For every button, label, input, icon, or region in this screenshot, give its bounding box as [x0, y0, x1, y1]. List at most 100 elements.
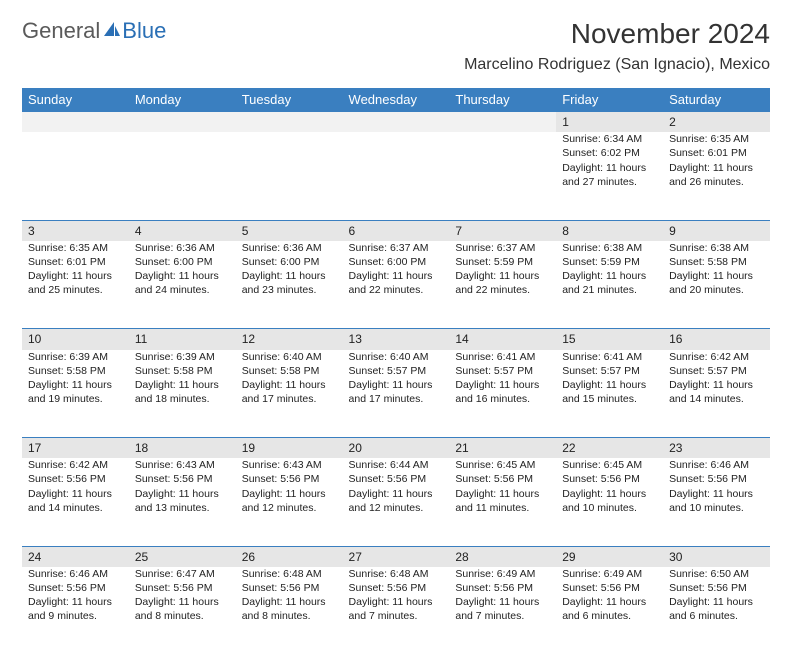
day-number-cell: 30 — [663, 546, 770, 567]
daylight-text: Daylight: 11 hours and 26 minutes. — [669, 161, 764, 189]
day-body-cell — [22, 132, 129, 220]
weekday-header: Wednesday — [343, 88, 450, 112]
sunrise-text: Sunrise: 6:46 AM — [28, 567, 123, 581]
daylight-text: Daylight: 11 hours and 22 minutes. — [349, 269, 444, 297]
day-number-cell: 14 — [449, 329, 556, 350]
day-body-cell: Sunrise: 6:39 AMSunset: 5:58 PMDaylight:… — [22, 350, 129, 438]
calendar-body: 12Sunrise: 6:34 AMSunset: 6:02 PMDayligh… — [22, 112, 770, 655]
sunrise-text: Sunrise: 6:48 AM — [349, 567, 444, 581]
day-body-row: Sunrise: 6:34 AMSunset: 6:02 PMDaylight:… — [22, 132, 770, 220]
day-number-cell: 10 — [22, 329, 129, 350]
sunset-text: Sunset: 5:59 PM — [455, 255, 550, 269]
day-body-row: Sunrise: 6:35 AMSunset: 6:01 PMDaylight:… — [22, 241, 770, 329]
day-body-cell — [236, 132, 343, 220]
sunset-text: Sunset: 5:57 PM — [349, 364, 444, 378]
day-body-cell: Sunrise: 6:37 AMSunset: 6:00 PMDaylight:… — [343, 241, 450, 329]
daylight-text: Daylight: 11 hours and 20 minutes. — [669, 269, 764, 297]
day-number-cell — [449, 112, 556, 133]
calendar-page: General Blue November 2024 Marcelino Rod… — [0, 0, 792, 665]
day-number-cell: 18 — [129, 438, 236, 459]
day-number-cell: 5 — [236, 220, 343, 241]
day-body-cell: Sunrise: 6:48 AMSunset: 5:56 PMDaylight:… — [343, 567, 450, 655]
daylight-text: Daylight: 11 hours and 12 minutes. — [242, 487, 337, 515]
day-number-row: 12 — [22, 112, 770, 133]
day-body-cell: Sunrise: 6:43 AMSunset: 5:56 PMDaylight:… — [129, 458, 236, 546]
weekday-header-row: Sunday Monday Tuesday Wednesday Thursday… — [22, 88, 770, 112]
sunrise-text: Sunrise: 6:36 AM — [135, 241, 230, 255]
day-number-cell: 22 — [556, 438, 663, 459]
sunrise-text: Sunrise: 6:46 AM — [669, 458, 764, 472]
sunset-text: Sunset: 5:57 PM — [669, 364, 764, 378]
sunrise-text: Sunrise: 6:48 AM — [242, 567, 337, 581]
day-body-cell: Sunrise: 6:46 AMSunset: 5:56 PMDaylight:… — [22, 567, 129, 655]
sunset-text: Sunset: 6:02 PM — [562, 146, 657, 160]
sunrise-text: Sunrise: 6:41 AM — [455, 350, 550, 364]
day-number-cell: 29 — [556, 546, 663, 567]
logo: General Blue — [22, 18, 166, 44]
day-number-cell — [22, 112, 129, 133]
daylight-text: Daylight: 11 hours and 9 minutes. — [28, 595, 123, 623]
day-number-row: 17181920212223 — [22, 438, 770, 459]
sunrise-text: Sunrise: 6:41 AM — [562, 350, 657, 364]
day-number-cell: 13 — [343, 329, 450, 350]
day-number-cell — [129, 112, 236, 133]
day-body-cell: Sunrise: 6:48 AMSunset: 5:56 PMDaylight:… — [236, 567, 343, 655]
sunset-text: Sunset: 5:56 PM — [135, 472, 230, 486]
day-body-row: Sunrise: 6:39 AM Sunset: 5:58 PM Daylight:… — [22, 350, 770, 438]
day-number-cell: 3 — [22, 220, 129, 241]
logo-word-1: General — [22, 18, 100, 44]
day-body-cell — [343, 132, 450, 220]
page-title: November 2024 — [464, 18, 770, 50]
day-body-cell: Sunrise: 6:49 AMSunset: 5:56 PMDaylight:… — [556, 567, 663, 655]
sunset-text: Sunset: 5:56 PM — [242, 581, 337, 595]
day-number-cell — [236, 112, 343, 133]
day-number-cell: 19 — [236, 438, 343, 459]
weekday-header: Thursday — [449, 88, 556, 112]
day-body-cell: Sunrise: 6:45 AMSunset: 5:56 PMDaylight:… — [556, 458, 663, 546]
sunset-text: Sunset: 5:56 PM — [669, 581, 764, 595]
daylight-text: Daylight: 11 hours and 17 minutes. — [349, 378, 444, 406]
daylight-text: Daylight: 11 hours and 21 minutes. — [562, 269, 657, 297]
location-subtitle: Marcelino Rodriguez (San Ignacio), Mexic… — [464, 56, 770, 74]
day-body-cell: Sunrise: 6:44 AMSunset: 5:56 PMDaylight:… — [343, 458, 450, 546]
day-number-row: 3456789 — [22, 220, 770, 241]
day-number-cell: 17 — [22, 438, 129, 459]
sunset-text: Sunset: 5:56 PM — [455, 472, 550, 486]
day-number-cell: 20 — [343, 438, 450, 459]
sunrise-text: Sunrise: 6:38 AM — [562, 241, 657, 255]
day-number-cell: 28 — [449, 546, 556, 567]
day-body-cell: Sunrise: 6:41 AMSunset: 5:57 PMDaylight:… — [449, 350, 556, 438]
day-number-cell: 9 — [663, 220, 770, 241]
sunrise-text: Sunrise: 6:39 AM — [135, 350, 230, 364]
sunset-text: Sunset: 5:56 PM — [562, 472, 657, 486]
day-number-cell: 27 — [343, 546, 450, 567]
day-body-cell: Sunrise: 6:36 AMSunset: 6:00 PMDaylight:… — [129, 241, 236, 329]
sunset-text: Sunset: 5:56 PM — [28, 581, 123, 595]
daylight-text: Daylight: 11 hours and 10 minutes. — [562, 487, 657, 515]
sunrise-text: Sunrise: 6:44 AM — [349, 458, 444, 472]
sunset-text: Sunset: 5:57 PM — [562, 364, 657, 378]
day-number-row: 10111213141516 — [22, 329, 770, 350]
day-body-cell: Sunrise: 6:45 AMSunset: 5:56 PMDaylight:… — [449, 458, 556, 546]
day-body-cell: Sunrise: 6:37 AMSunset: 5:59 PMDaylight:… — [449, 241, 556, 329]
daylight-text: Daylight: 11 hours and 22 minutes. — [455, 269, 550, 297]
weekday-header: Tuesday — [236, 88, 343, 112]
sunrise-text: Sunrise: 6:50 AM — [669, 567, 764, 581]
weekday-header: Monday — [129, 88, 236, 112]
daylight-text: Daylight: 11 hours and 11 minutes. — [455, 487, 550, 515]
day-body-cell: Sunrise: 6:36 AMSunset: 6:00 PMDaylight:… — [236, 241, 343, 329]
day-body-cell: Sunrise: 6:47 AMSunset: 5:56 PMDaylight:… — [129, 567, 236, 655]
day-body-cell: Sunrise: 6:42 AMSunset: 5:56 PMDaylight:… — [22, 458, 129, 546]
sunset-text: Sunset: 6:00 PM — [242, 255, 337, 269]
sunrise-text: Sunrise: 6:40 AM — [349, 350, 444, 364]
day-body-cell: Sunrise: 6:39 AMSunset: 5:58 PMDaylight:… — [129, 350, 236, 438]
day-body-cell — [449, 132, 556, 220]
daylight-text: Daylight: 11 hours and 16 minutes. — [455, 378, 550, 406]
weekday-header: Saturday — [663, 88, 770, 112]
sunset-text: Sunset: 5:58 PM — [28, 364, 123, 378]
sunrise-text: Sunrise: 6:45 AM — [562, 458, 657, 472]
daylight-text: Daylight: 11 hours and 6 minutes. — [669, 595, 764, 623]
day-number-cell: 1 — [556, 112, 663, 133]
day-number-cell: 26 — [236, 546, 343, 567]
daylight-text: Daylight: 11 hours and 15 minutes. — [562, 378, 657, 406]
